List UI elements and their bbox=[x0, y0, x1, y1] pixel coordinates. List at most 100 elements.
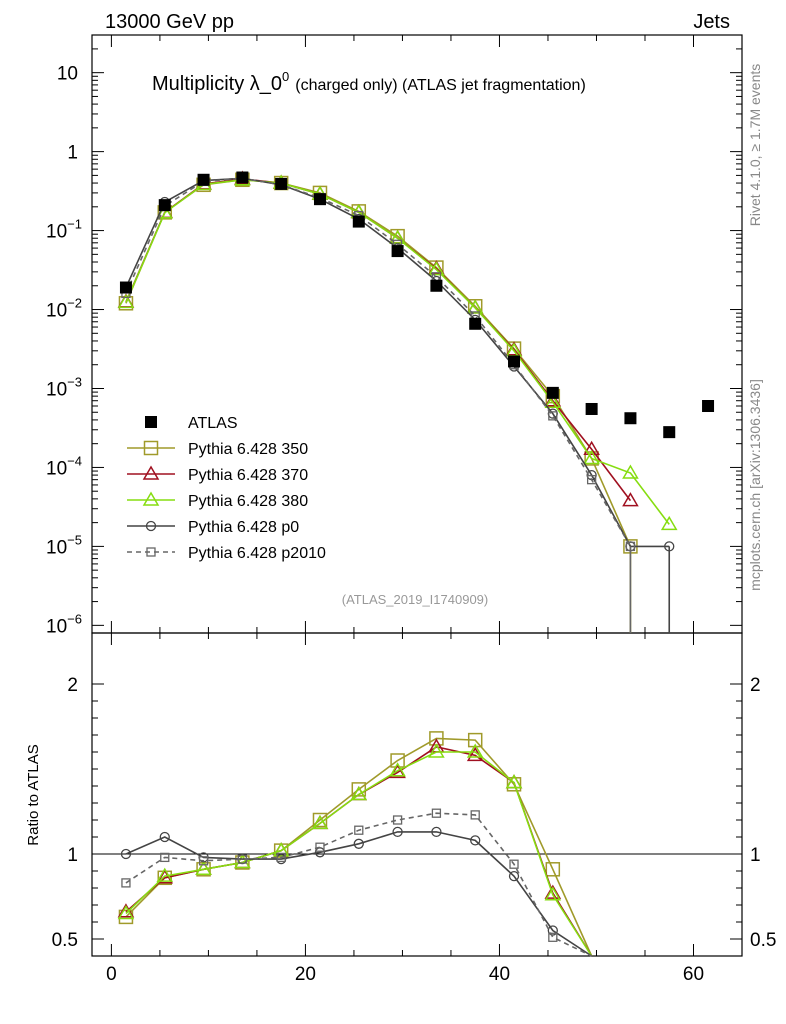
data-point bbox=[625, 541, 636, 552]
series-line bbox=[125, 177, 670, 548]
ratio-point bbox=[428, 743, 445, 758]
ratio-point bbox=[392, 826, 403, 838]
data-point bbox=[158, 199, 171, 212]
ratio-plot-frame bbox=[91, 632, 743, 957]
data-point bbox=[622, 492, 639, 507]
ratio-point bbox=[547, 925, 558, 936]
ratio-point bbox=[390, 753, 405, 768]
data-point bbox=[586, 475, 597, 485]
data-point bbox=[548, 411, 558, 421]
ratio-point bbox=[509, 859, 519, 869]
legend-label: Pythia 6.428 p2010 bbox=[188, 545, 326, 562]
ratio-point bbox=[389, 762, 406, 777]
legend-marker bbox=[145, 520, 157, 532]
ratio-tick-label-left: 2 bbox=[67, 675, 78, 696]
ratio-point bbox=[121, 878, 131, 888]
legend-label: Pythia 6.428 350 bbox=[188, 441, 308, 458]
legend: ATLAS Pythia 6.428 350 Pythia 6.428 370 Pyt… bbox=[127, 415, 326, 562]
legend-marker bbox=[146, 547, 156, 557]
legend-entry: Pythia 6.428 370 bbox=[127, 465, 308, 484]
data-point bbox=[544, 392, 562, 407]
ratio-point bbox=[392, 815, 403, 825]
data-point bbox=[197, 173, 210, 186]
ratio-point bbox=[276, 852, 286, 863]
ratio-y-label: Ratio to ATLAS bbox=[25, 744, 42, 845]
ratio-series-pythia-6-428-380 bbox=[117, 743, 593, 957]
legend-label: Pythia 6.428 380 bbox=[188, 493, 308, 510]
ratio-point bbox=[431, 826, 442, 838]
data-point bbox=[664, 541, 675, 552]
data-point bbox=[466, 299, 484, 314]
ratio-line bbox=[125, 737, 593, 957]
ratio-line bbox=[125, 751, 593, 957]
analysis-id: (ATLAS_2019_I1740909) bbox=[342, 592, 488, 607]
data-point bbox=[236, 171, 249, 184]
ratio-point bbox=[466, 743, 484, 758]
ratio-point bbox=[354, 825, 364, 835]
ratio-point bbox=[544, 886, 562, 901]
side-label-rivet: Rivet 4.1.0, ≥ 1.7M events bbox=[747, 64, 763, 227]
series-pythia-6-428-350 bbox=[118, 172, 638, 633]
ratio-point bbox=[467, 732, 483, 748]
y-tick-label: 10−5 bbox=[46, 532, 82, 558]
ratio-point bbox=[470, 835, 481, 846]
plot-title: Multiplicity λ_00(charged only) (ATLAS j… bbox=[152, 69, 586, 95]
ratio-series-layer bbox=[117, 731, 593, 957]
ratio-point bbox=[351, 782, 367, 797]
ratio-point bbox=[312, 812, 328, 828]
ratio-point bbox=[195, 860, 212, 876]
ratio-point bbox=[156, 869, 174, 884]
legend-entry: Pythia 6.428 350 bbox=[127, 440, 308, 458]
legend-marker bbox=[142, 465, 160, 480]
ratio-point bbox=[506, 777, 522, 792]
ratio-line bbox=[125, 812, 592, 957]
series-atlas bbox=[119, 171, 715, 439]
legend-label: ATLAS bbox=[188, 415, 238, 432]
series-line bbox=[125, 178, 670, 525]
x-tick-label: 40 bbox=[489, 964, 510, 985]
data-point bbox=[275, 177, 288, 190]
header-left: 13000 GeV pp bbox=[105, 11, 234, 33]
ratio-point bbox=[544, 884, 562, 899]
ratio-point bbox=[545, 862, 561, 877]
main-series-layer bbox=[117, 170, 715, 633]
legend-entry: Pythia 6.428 380 bbox=[127, 491, 308, 510]
data-point bbox=[508, 355, 521, 368]
legend-entry: Pythia 6.428 p0 bbox=[127, 519, 299, 536]
y-tick-label: 10−4 bbox=[46, 453, 82, 479]
ratio-point bbox=[431, 808, 442, 818]
ratio-series-pythia-6-428-370 bbox=[117, 738, 593, 957]
ratio-point bbox=[120, 848, 132, 860]
header-right: Jets bbox=[693, 11, 730, 33]
ratio-series-pythia-6-428-p0 bbox=[120, 826, 593, 957]
data-point bbox=[156, 204, 174, 219]
data-point bbox=[660, 515, 678, 531]
legend-entry: Pythia 6.428 p2010 bbox=[127, 545, 326, 562]
data-point bbox=[544, 393, 562, 408]
data-point bbox=[313, 193, 326, 206]
x-tick-label: 20 bbox=[295, 964, 316, 985]
ratio-line bbox=[125, 831, 593, 957]
ratio-point bbox=[389, 763, 406, 779]
data-point bbox=[352, 215, 365, 228]
legend-marker bbox=[145, 416, 157, 428]
y-tick-label: 10−3 bbox=[46, 374, 82, 400]
ratio-tick-label-left: 0.5 bbox=[52, 930, 78, 951]
series-line bbox=[125, 177, 632, 547]
legend-label: Pythia 6.428 p0 bbox=[188, 519, 299, 536]
ratio-tick-label-right: 2 bbox=[750, 675, 761, 696]
y-tick-label: 10−1 bbox=[46, 217, 82, 243]
data-point bbox=[622, 464, 639, 479]
data-point bbox=[117, 293, 135, 309]
main-axis-ticks: 10−6 10−5 10−4 10−3 10−2 10−1 1 10 bbox=[46, 34, 742, 637]
series-line bbox=[125, 178, 632, 547]
x-axis-ticks: 0 20 40 60 bbox=[106, 35, 704, 985]
ratio-point bbox=[117, 905, 135, 920]
data-point bbox=[119, 281, 132, 294]
data-point bbox=[546, 386, 559, 399]
data-point bbox=[624, 412, 637, 425]
data-point bbox=[583, 440, 600, 455]
ratio-series-pythia-6-428-p2010 bbox=[121, 808, 592, 957]
legend-entry: ATLAS bbox=[145, 415, 238, 432]
